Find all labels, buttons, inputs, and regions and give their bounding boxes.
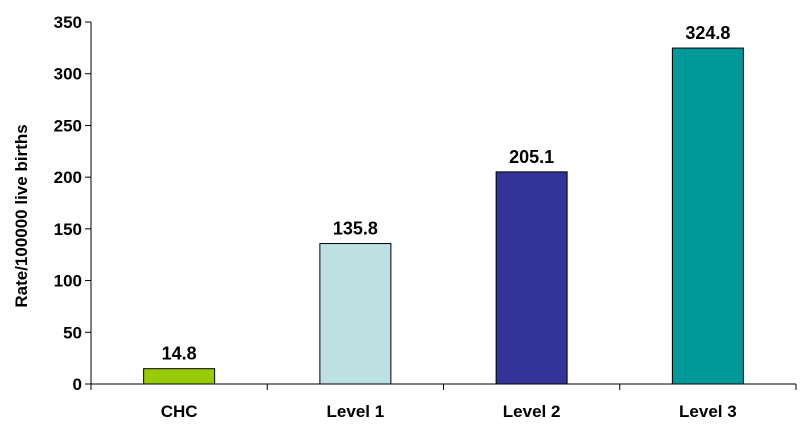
y-tick-label: 50 — [63, 323, 82, 342]
y-tick-label: 150 — [54, 220, 82, 239]
bar — [495, 171, 568, 385]
category-label: Level 1 — [327, 402, 385, 421]
category-label: Level 2 — [503, 402, 561, 421]
data-label: 14.8 — [162, 344, 197, 364]
y-tick-label: 0 — [73, 375, 82, 394]
y-tick-label: 350 — [54, 13, 82, 32]
data-label: 324.8 — [685, 23, 730, 43]
bars: 14.8 135.8 205.1 324.8 — [143, 23, 744, 385]
category-label: Level 3 — [679, 402, 737, 421]
y-axis-title: Rate/100000 live births — [12, 124, 31, 307]
category-labels: CHC Level 1 Level 2 Level 3 — [90, 384, 797, 421]
y-tick-label: 100 — [54, 272, 82, 291]
bar — [671, 47, 744, 385]
y-tick-label: 250 — [54, 116, 82, 135]
category-label: CHC — [161, 402, 198, 421]
data-label: 205.1 — [509, 147, 554, 167]
bar — [143, 368, 216, 385]
y-tick-label: 300 — [54, 65, 82, 84]
bar — [319, 243, 392, 385]
y-tick-label: 200 — [54, 168, 82, 187]
y-axis-ticks: 0 50 100 150 200 250 300 350 — [54, 13, 91, 394]
data-label: 135.8 — [333, 219, 378, 239]
